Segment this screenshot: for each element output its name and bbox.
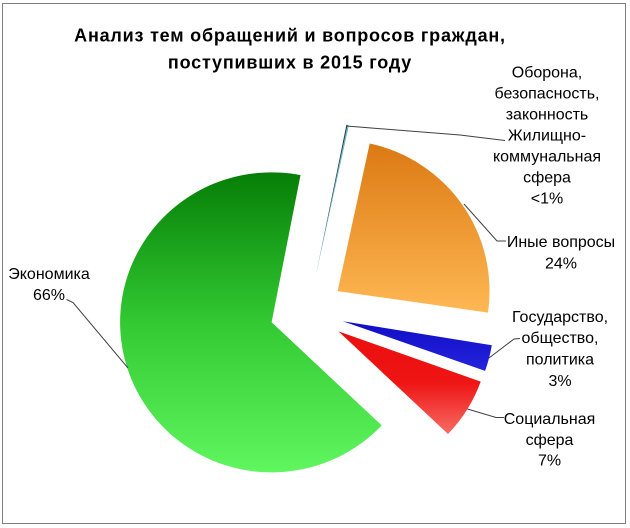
svg-text:коммунальная: коммунальная bbox=[493, 148, 601, 165]
svg-text:Экономика: Экономика bbox=[8, 266, 90, 283]
svg-text:сфера: сфера bbox=[523, 169, 571, 186]
svg-text:<1%: <1% bbox=[531, 190, 563, 207]
svg-text:Жилищно-: Жилищно- bbox=[508, 127, 586, 144]
svg-text:Государство,: Государство, bbox=[512, 309, 608, 326]
svg-text:24%: 24% bbox=[545, 256, 577, 273]
svg-text:Анализ тем обращений и вопросо: Анализ тем обращений и вопросов граждан, bbox=[74, 26, 506, 46]
svg-text:Иные вопросы: Иные вопросы bbox=[507, 234, 615, 251]
svg-text:сфера: сфера bbox=[526, 432, 574, 449]
svg-text:поступивших в 2015 году: поступивших в 2015 году bbox=[168, 53, 412, 73]
svg-text:безопасность,: безопасность, bbox=[495, 85, 600, 102]
svg-text:3%: 3% bbox=[548, 373, 571, 390]
svg-text:66%: 66% bbox=[33, 287, 65, 304]
svg-text:законность: законность bbox=[506, 106, 589, 123]
svg-text:Оборона,: Оборона, bbox=[512, 64, 582, 81]
svg-text:политика: политика bbox=[526, 352, 594, 369]
svg-text:Социальная: Социальная bbox=[504, 411, 596, 428]
svg-text:7%: 7% bbox=[538, 453, 561, 470]
svg-text:общество,: общество, bbox=[522, 330, 599, 347]
